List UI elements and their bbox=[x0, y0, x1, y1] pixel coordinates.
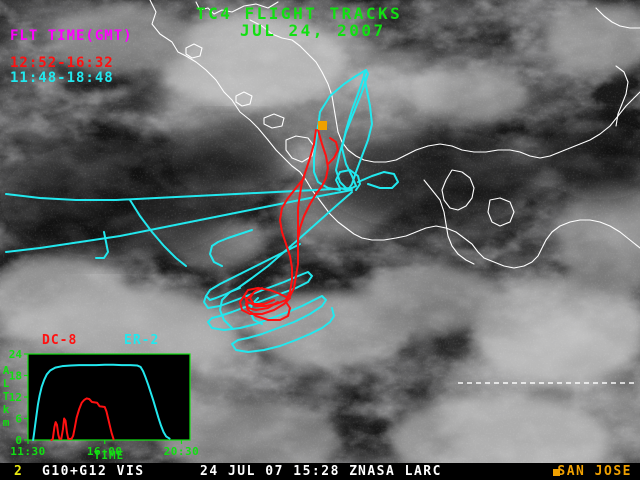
svg-text:11:30: 11:30 bbox=[10, 445, 46, 458]
status-timestamp: 24 JUL 07 15:28 Z bbox=[200, 464, 359, 479]
status-satellite-product: G10+G12 VIS bbox=[42, 464, 145, 479]
chart-legend-dc8: DC-8 bbox=[42, 333, 78, 348]
svg-text:TIME: TIME bbox=[94, 449, 125, 462]
svg-text:A: A bbox=[3, 364, 10, 377]
page-title: TC4 FLIGHT TRACKS bbox=[196, 4, 403, 23]
flight-time-dc8-range: 12:52-16:32 bbox=[10, 55, 114, 71]
svg-text:12: 12 bbox=[9, 391, 22, 404]
coastline-overlay bbox=[149, 0, 640, 269]
svg-text:18: 18 bbox=[9, 370, 22, 383]
page-subtitle-date: JUL 24, 2007 bbox=[240, 21, 386, 40]
svg-text:k: k bbox=[3, 403, 10, 416]
dc8-flight-track bbox=[239, 129, 339, 321]
svg-text:6: 6 bbox=[15, 413, 22, 426]
svg-text:T: T bbox=[3, 390, 10, 403]
svg-text:L: L bbox=[3, 377, 10, 390]
san-jose-marker-swatch bbox=[553, 469, 560, 476]
svg-text:0: 0 bbox=[15, 434, 22, 447]
chart-legend-er2: ER-2 bbox=[124, 333, 160, 348]
flight-time-legend-label: FLT TIME(GMT) bbox=[10, 28, 133, 44]
flight-time-er2-range: 11:48-18:48 bbox=[10, 70, 114, 86]
status-channel-number: 2 bbox=[14, 464, 24, 479]
svg-text:24: 24 bbox=[9, 348, 23, 361]
status-city-label: SAN JOSE bbox=[557, 464, 632, 479]
status-organization: NASA LARC bbox=[358, 464, 442, 479]
svg-text:16:00: 16:00 bbox=[87, 445, 123, 458]
svg-text:m: m bbox=[3, 416, 10, 429]
san-jose-map-marker bbox=[318, 121, 327, 130]
svg-text:20:30: 20:30 bbox=[164, 445, 200, 458]
status-bar: 2 G10+G12 VIS 24 JUL 07 15:28 Z NASA LAR… bbox=[0, 463, 640, 480]
